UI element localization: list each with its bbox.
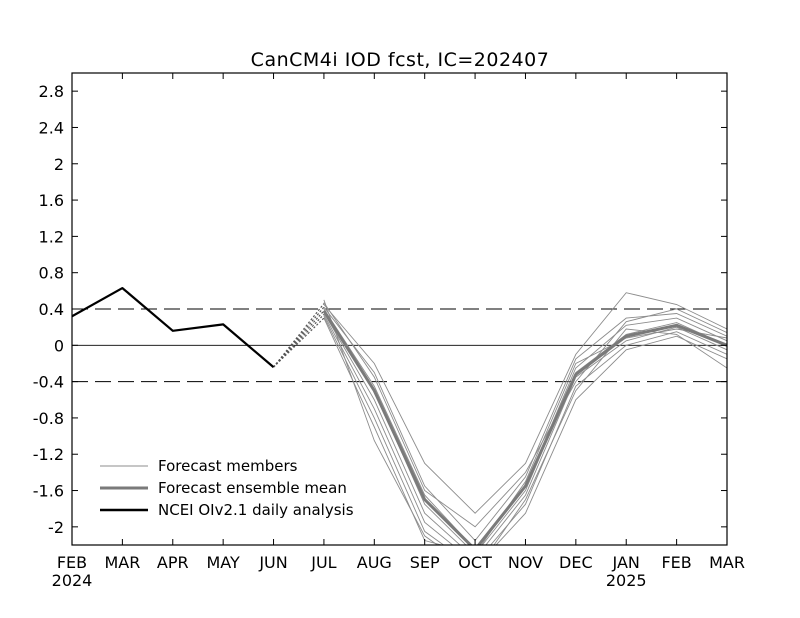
x-tick-label: FEB <box>661 553 691 572</box>
chart-title: CanCM4i IOD fcst, IC=202407 <box>251 49 550 71</box>
ensemble-mean-line <box>322 309 727 545</box>
x-tick-label: MAR <box>709 553 745 572</box>
x-tick-label: APR <box>157 553 189 572</box>
x-axis: FEB MAR APR MAY JUN JUL AUG SEP OCT NOV DEC JAN FEB M… <box>52 73 745 590</box>
x-tick-label: JUL <box>310 553 336 572</box>
daily-analysis-segment-1 <box>273 317 325 368</box>
y-tick-label: -1.2 <box>33 445 64 464</box>
legend-label-members: Forecast members <box>158 457 298 475</box>
daily-analysis-segment-4 <box>273 306 325 368</box>
y-tick-label: 2.4 <box>39 118 64 137</box>
y-axis: 2.8 2.4 2 1.6 1.2 0.8 0.4 0 -0.4 -0.8 -1.2 -1.6 -2 <box>33 82 727 537</box>
x-tick-label: FEB <box>57 553 87 572</box>
x-tick-label: MAY <box>207 553 241 572</box>
daily-analysis-segment-2 <box>273 313 325 368</box>
x-tick-label: DEC <box>559 553 593 572</box>
x-tick-label: SEP <box>410 553 440 572</box>
y-tick-label: 0.8 <box>39 264 64 283</box>
analysis-line-series <box>72 287 275 368</box>
x-tick-label: MAR <box>104 553 140 572</box>
x-tick-label: JUN <box>258 553 287 572</box>
y-tick-label: 1.2 <box>39 227 64 246</box>
x-year-label: 2025 <box>606 571 647 590</box>
y-tick-label: 2.8 <box>39 82 64 101</box>
x-tick-label: AUG <box>357 553 392 572</box>
legend-label-mean: Forecast ensemble mean <box>158 479 347 497</box>
daily-analysis-segments <box>273 303 325 368</box>
legend: Forecast members Forecast ensemble mean … <box>100 457 354 519</box>
forecast-member-line-1 <box>323 292 727 514</box>
x-tick-label: NOV <box>508 553 543 572</box>
forecast-member-line-9 <box>323 317 727 545</box>
forecast-members <box>323 292 727 545</box>
y-tick-label: 0.4 <box>39 300 64 319</box>
y-tick-label: -0.8 <box>33 409 64 428</box>
forecast-member-line-5 <box>323 312 727 545</box>
x-year-label: 2024 <box>52 571 93 590</box>
forecast-ensemble-mean <box>322 309 727 545</box>
forecast-member-line-10 <box>323 302 727 528</box>
x-tick-label: JAN <box>612 553 640 572</box>
forecast-member-line-2 <box>323 306 727 542</box>
legend-label-analysis: NCEI OIv2.1 daily analysis <box>158 501 354 519</box>
analysis-line <box>72 287 275 368</box>
y-tick-label: 0 <box>54 336 64 355</box>
y-tick-label: -0.4 <box>33 373 64 392</box>
reference-lines <box>72 308 727 383</box>
x-tick-label: OCT <box>458 553 492 572</box>
y-tick-label: 2 <box>54 155 64 174</box>
daily-analysis-segment-5 <box>273 303 325 368</box>
forecast-member-line-7 <box>323 316 727 545</box>
y-tick-label: -2 <box>48 518 64 537</box>
y-tick-label: -1.6 <box>33 482 64 501</box>
y-tick-label: 1.6 <box>39 191 64 210</box>
forecast-member-line-8 <box>323 299 727 545</box>
forecast-member-line-6 <box>323 314 727 545</box>
daily-analysis-segment-3 <box>273 310 325 368</box>
